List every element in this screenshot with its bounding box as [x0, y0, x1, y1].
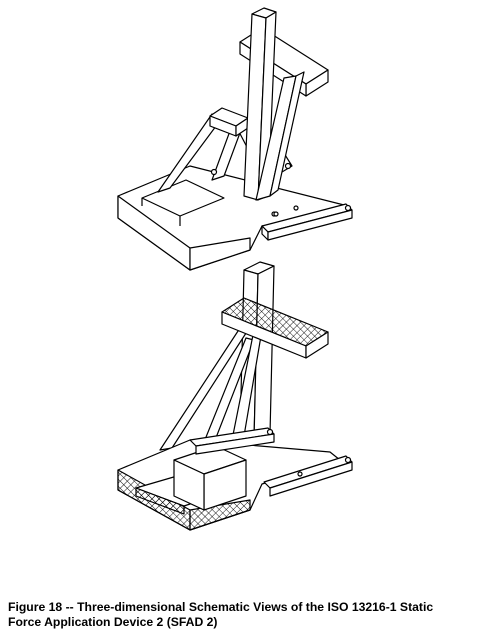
figure-svg [117, 7, 353, 531]
upper-isometric-view [117, 7, 353, 271]
figure-drawings [117, 7, 353, 531]
figure-caption-line-1: Figure 18 -- Three-dimensional Schematic… [8, 600, 434, 614]
figure-caption: Figure 18 -- Three-dimensional Schematic… [8, 600, 484, 630]
upper-base-front-face [189, 237, 251, 271]
lower-sectioned-view [117, 261, 353, 531]
figure-caption-line-2: Force Application Device 2 (SFAD 2) [8, 615, 218, 629]
